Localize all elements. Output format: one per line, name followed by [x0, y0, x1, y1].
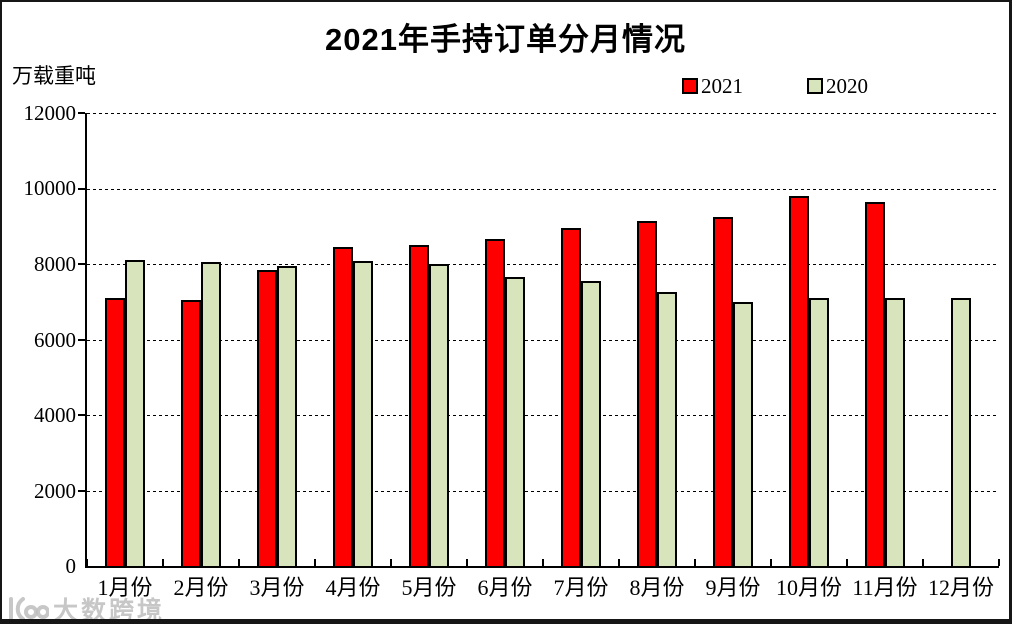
- y-axis-tick-6000: [78, 338, 85, 341]
- y-axis-label-2000: 2000: [34, 478, 76, 503]
- x-axis-boundary-tick-1: [162, 559, 164, 566]
- bar-2020-2月份: [201, 262, 221, 566]
- x-axis-label-5月份: 5月份: [401, 575, 457, 600]
- category-1月份: [87, 113, 163, 566]
- gridline-8000: [87, 264, 999, 266]
- category-8月份: [619, 113, 695, 566]
- legend-label-2020: 2020: [826, 74, 868, 98]
- y-axis-tick-10000: [78, 187, 85, 190]
- x-axis-label-1月份: 1月份: [97, 575, 153, 600]
- gridline-12000: [87, 113, 999, 114]
- category-6月份: [467, 113, 543, 566]
- bar-2021-8月份: [637, 220, 657, 566]
- y-axis-label-0: 0: [65, 554, 77, 578]
- y-axis-label-12000: 12000: [23, 101, 77, 125]
- x-axis-boundary-tick-3: [314, 559, 316, 566]
- x-axis-label-4月份: 4月份: [325, 575, 381, 600]
- category-11月份: [847, 113, 923, 566]
- x-axis-label-12月份: 12月份: [927, 575, 994, 600]
- y-axis-label-10000: 10000: [23, 176, 77, 201]
- x-axis-label-10月份: 10月份: [775, 575, 842, 600]
- x-axis-boundary-tick-12: [998, 559, 1000, 566]
- y-axis-label-6000: 6000: [34, 327, 76, 352]
- x-axis-boundary-tick-8: [694, 559, 696, 566]
- bar-2021-5月份: [409, 245, 429, 566]
- x-axis-label-6月份: 6月份: [477, 575, 533, 600]
- category-4月份: [315, 113, 391, 566]
- bar-2020-3月份: [277, 265, 297, 566]
- x-axis-boundary-tick-10: [846, 559, 848, 566]
- legend-item-2020: 2020: [807, 75, 868, 97]
- category-2月份: [163, 113, 239, 566]
- gridline-6000: [87, 339, 999, 341]
- category-12月份: [923, 113, 999, 566]
- category-3月份: [239, 113, 315, 566]
- x-axis-boundary-tick-6: [542, 559, 544, 566]
- bar-2020-5月份: [429, 264, 449, 566]
- category-7月份: [543, 113, 619, 566]
- y-axis-label-4000: 4000: [34, 402, 76, 427]
- plot-area: [78, 112, 1000, 568]
- bar-2021-6月份: [485, 239, 505, 566]
- y-axis-tick-2000: [78, 489, 85, 492]
- x-axis-label-9月份: 9月份: [705, 575, 761, 600]
- bar-2020-11月份: [885, 297, 905, 566]
- bar-2021-3月份: [257, 269, 277, 566]
- legend-label-2021: 2021: [701, 74, 743, 98]
- category-9月份: [695, 113, 771, 566]
- bar-2021-11月份: [865, 201, 885, 566]
- bar-2020-6月份: [505, 277, 525, 566]
- y-axis-label-8000: 8000: [34, 251, 76, 276]
- bar-2020-8月份: [657, 291, 677, 566]
- x-axis-boundary-tick-2: [238, 559, 240, 566]
- x-axis-label-2月份: 2月份: [173, 575, 229, 600]
- bar-2021-1月份: [105, 297, 125, 566]
- x-axis-category-labels: 1月份 2月份 3月份 4月份 5月份 6月份 7月份 8月份 9月份 10月份 11月份 12月份: [87, 574, 999, 604]
- y-axis-tick-4000: [78, 414, 85, 417]
- gridline-2000: [87, 490, 999, 492]
- x-axis-boundary-tick-0: [86, 559, 88, 566]
- x-axis-boundary-tick-5: [466, 559, 468, 566]
- x-axis-boundary-tick-7: [618, 559, 620, 566]
- bar-2020-12月份: [951, 297, 971, 566]
- gridline-4000: [87, 415, 999, 417]
- x-axis-label-8月份: 8月份: [629, 575, 685, 600]
- category-10月份: [771, 113, 847, 566]
- bar-2021-9月份: [713, 216, 733, 566]
- x-axis-label-7月份: 7月份: [553, 575, 609, 600]
- bar-2021-2月份: [181, 299, 201, 566]
- watermark-logo-icon: [9, 597, 49, 619]
- y-axis-tick-12000: [78, 112, 85, 114]
- y-axis-tick-labels: 0 2000 4000 6000 8000 10000 12000: [2, 102, 77, 577]
- bar-2020-4月份: [353, 261, 373, 566]
- gridline-10000: [87, 188, 999, 190]
- bar-2020-10月份: [809, 297, 829, 566]
- bar-2021-10月份: [789, 196, 809, 566]
- bar-2021-7月份: [561, 228, 581, 566]
- chart-legend: 2021 2020: [682, 75, 868, 97]
- category-5月份: [391, 113, 467, 566]
- bar-2020-1月份: [125, 260, 145, 566]
- x-axis-label-3月份: 3月份: [249, 575, 305, 600]
- x-axis-boundary-tick-4: [390, 559, 392, 566]
- bar-2020-7月份: [581, 281, 601, 566]
- y-axis-tick-8000: [78, 263, 85, 266]
- y-axis-unit-label: 万载重吨: [12, 65, 96, 88]
- bar-2020-9月份: [733, 301, 753, 566]
- x-axis-boundary-tick-9: [770, 559, 772, 566]
- bar-2021-4月份: [333, 247, 353, 566]
- legend-swatch-2020: [807, 78, 823, 94]
- x-axis-label-11月份: 11月份: [852, 575, 918, 600]
- legend-item-2021: 2021: [682, 75, 743, 97]
- chart-title: 2021年手持订单分月情况: [325, 22, 686, 57]
- x-axis-boundary-tick-11: [922, 559, 924, 566]
- legend-swatch-2021: [682, 78, 698, 94]
